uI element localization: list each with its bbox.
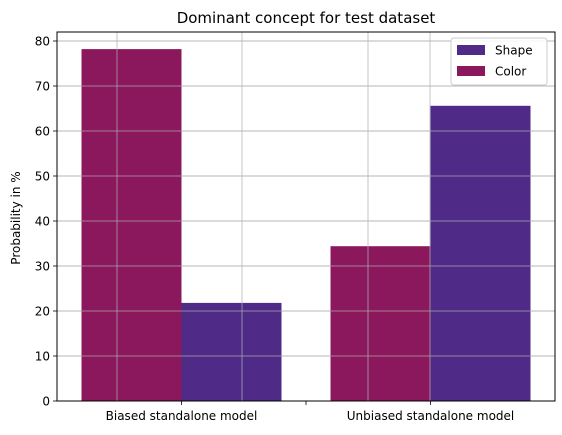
y-tick-label: 30: [35, 260, 50, 274]
bar-color: [330, 246, 431, 401]
y-tick-label: 50: [35, 170, 50, 184]
x-axis-ticks: Biased standalone model Unbiased standalo…: [106, 401, 515, 423]
legend-swatch-color: [457, 66, 485, 76]
y-axis-label: Probability in %: [9, 171, 23, 264]
y-tick-label: 60: [35, 125, 50, 139]
bar-shape: [181, 302, 282, 401]
y-axis-ticks: 0 10 20 30 40 50 60 70 80: [35, 35, 57, 409]
y-tick-label: 70: [35, 80, 50, 94]
y-tick-label: 10: [35, 350, 50, 364]
chart-title: Dominant concept for test dataset: [177, 9, 436, 27]
bar-color: [81, 49, 182, 401]
legend: Shape Color: [450, 37, 548, 86]
bars: [81, 49, 531, 402]
x-tick-label: Unbiased standalone model: [347, 409, 515, 423]
y-tick-label: 80: [35, 35, 50, 49]
legend-label-color: Color: [495, 65, 526, 79]
legend-swatch-shape: [457, 45, 485, 55]
y-tick-label: 40: [35, 215, 50, 229]
x-tick-label: Biased standalone model: [106, 409, 258, 423]
legend-label-shape: Shape: [495, 44, 533, 58]
y-tick-label: 20: [35, 305, 50, 319]
y-tick-label: 0: [42, 395, 50, 409]
bar-shape: [430, 105, 531, 402]
